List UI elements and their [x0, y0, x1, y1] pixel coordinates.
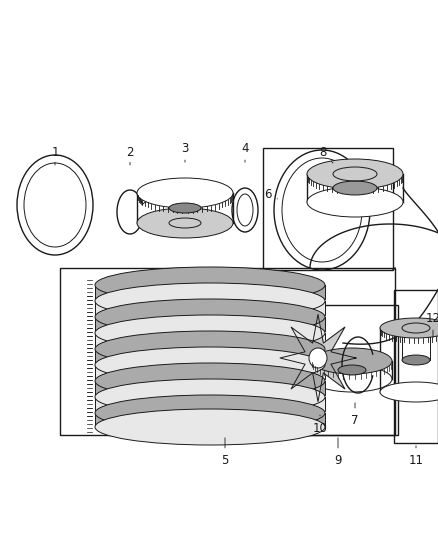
Text: 3: 3 — [181, 141, 189, 162]
Ellipse shape — [312, 348, 392, 374]
Ellipse shape — [95, 347, 325, 383]
Text: 4: 4 — [241, 141, 249, 162]
Bar — [95, 349, 325, 363]
Ellipse shape — [307, 187, 403, 217]
Text: 2: 2 — [126, 147, 134, 165]
Bar — [95, 317, 325, 331]
Bar — [95, 285, 325, 299]
Ellipse shape — [95, 315, 325, 351]
Ellipse shape — [95, 409, 325, 445]
Ellipse shape — [402, 355, 430, 365]
Ellipse shape — [95, 395, 325, 431]
Text: 11: 11 — [409, 446, 424, 466]
Ellipse shape — [169, 203, 201, 213]
Text: 8: 8 — [319, 147, 333, 163]
Bar — [95, 413, 325, 427]
Ellipse shape — [307, 159, 403, 189]
Text: 10: 10 — [313, 415, 328, 434]
Ellipse shape — [380, 318, 438, 338]
Ellipse shape — [95, 363, 325, 399]
Ellipse shape — [380, 382, 438, 402]
Ellipse shape — [309, 348, 327, 368]
Bar — [60, 268, 395, 435]
Polygon shape — [280, 314, 356, 402]
Bar — [95, 381, 325, 395]
Ellipse shape — [312, 366, 392, 392]
Text: 12: 12 — [425, 311, 438, 337]
Text: 6: 6 — [264, 189, 277, 201]
Ellipse shape — [137, 208, 233, 238]
Bar — [282, 305, 398, 435]
Text: 9: 9 — [334, 438, 342, 466]
Text: 7: 7 — [351, 403, 359, 426]
Ellipse shape — [95, 267, 325, 303]
Bar — [95, 365, 325, 379]
Bar — [263, 148, 393, 270]
Ellipse shape — [95, 379, 325, 415]
Bar — [394, 290, 438, 443]
Bar — [95, 333, 325, 347]
Ellipse shape — [95, 283, 325, 319]
Ellipse shape — [137, 178, 233, 208]
Bar — [95, 301, 325, 315]
Ellipse shape — [95, 299, 325, 335]
Ellipse shape — [95, 331, 325, 367]
Bar — [95, 397, 325, 411]
Text: 1: 1 — [51, 147, 59, 165]
Ellipse shape — [338, 365, 366, 375]
Text: 5: 5 — [221, 438, 229, 466]
Ellipse shape — [333, 181, 377, 195]
